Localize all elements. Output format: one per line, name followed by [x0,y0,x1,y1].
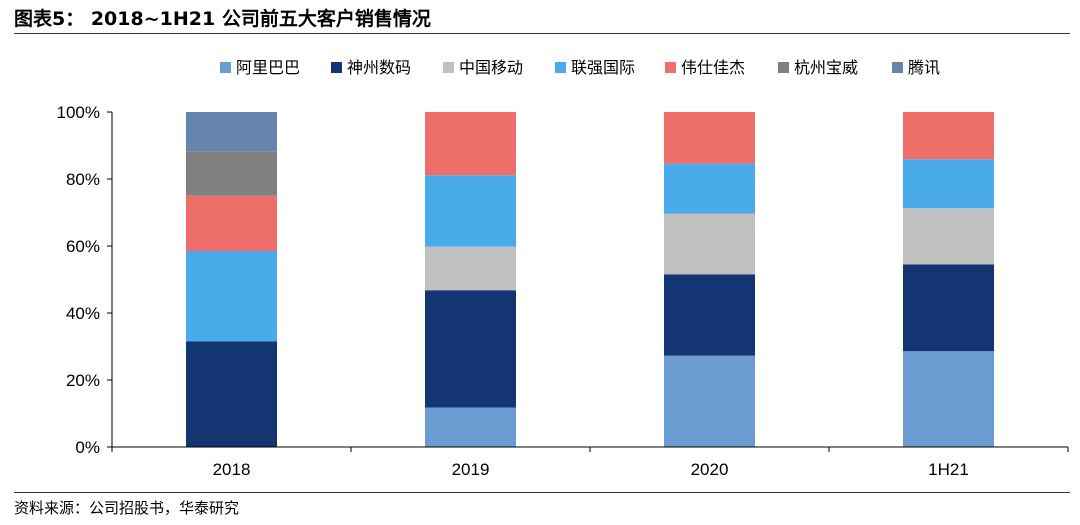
bar-2018-杭州宝威 [186,151,277,196]
bar-1H21-中国移动 [903,208,994,265]
y-tick-label-3: 60% [66,237,100,256]
footer-divider [14,492,1070,493]
source-note: 资料来源：公司招股书，华泰研究 [14,499,240,517]
legend-swatch-5 [778,62,789,73]
title-divider [14,33,1070,34]
legend-swatch-4 [665,62,676,73]
bar-1H21-联强国际 [903,159,994,209]
chart-title: 图表5： 2018~1H21 公司前五大客户销售情况 [14,8,431,30]
stacked-bar-chart: 阿里巴巴 神州数码 中国移动 联强国际 伟仕佳杰 杭州宝威 腾讯 0% 20% 40% 60% 80… [57,58,1069,479]
bar-2020-伟仕佳杰 [664,112,755,164]
bar-1H21-阿里巴巴 [903,351,994,447]
x-tick-label-0: 2018 [213,460,251,479]
bar-2018-伟仕佳杰 [186,195,277,252]
x-tick-label-1: 2019 [452,460,490,479]
y-tick-label-2: 40% [66,304,100,323]
legend-swatch-6 [892,62,903,73]
legend-label-4: 伟仕佳杰 [681,58,745,77]
bar-1H21-伟仕佳杰 [903,112,994,160]
bar-2018-联强国际 [186,251,277,342]
x-tick-label-2: 2020 [691,460,729,479]
bar-2019-神州数码 [425,290,516,408]
legend: 阿里巴巴 神州数码 中国移动 联强国际 伟仕佳杰 杭州宝威 腾讯 [220,58,940,77]
bar-2018-腾讯 [186,112,277,152]
legend-label-0: 阿里巴巴 [236,58,300,77]
legend-swatch-2 [443,62,454,73]
x-tick-label-3: 1H21 [928,460,969,479]
bar-2019-伟仕佳杰 [425,112,516,176]
legend-label-2: 中国移动 [459,58,523,77]
y-tick-label-1: 20% [66,371,100,390]
axes: 0% 20% 40% 60% 80% 100% 2018 2019 2020 1H21 [57,103,1069,479]
bar-2020-中国移动 [664,213,755,275]
y-tick-label-4: 80% [66,170,100,189]
legend-label-5: 杭州宝威 [794,58,858,77]
legend-swatch-3 [555,62,566,73]
y-tick-label-5: 100% [57,103,100,122]
bar-2019-中国移动 [425,246,516,291]
bar-2020-阿里巴巴 [664,355,755,447]
bar-2020-神州数码 [664,274,755,356]
legend-label-6: 腾讯 [908,58,940,77]
bar-2019-阿里巴巴 [425,407,516,447]
legend-label-1: 神州数码 [347,58,411,77]
bars [186,112,994,447]
y-tick-label-0: 0% [75,438,100,457]
legend-swatch-0 [220,62,231,73]
bar-2019-联强国际 [425,175,516,247]
bar-2020-联强国际 [664,163,755,214]
bar-1H21-神州数码 [903,264,994,352]
legend-swatch-1 [331,62,342,73]
bar-2018-神州数码 [186,341,277,447]
legend-label-3: 联强国际 [571,58,635,77]
